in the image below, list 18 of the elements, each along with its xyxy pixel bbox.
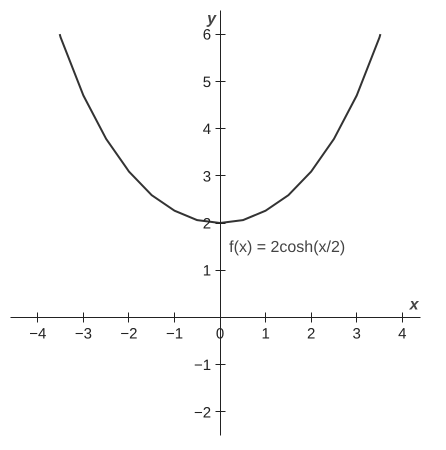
x-tick-label: 2 (306, 325, 316, 342)
x-tick-label: −3 (74, 325, 92, 342)
y-tick-label: 3 (202, 168, 212, 186)
x-tick-label: −4 (29, 325, 46, 342)
y-tick-label: 5 (202, 74, 212, 91)
x-tick-label: 4 (398, 325, 406, 342)
y-axis-title: y (206, 10, 218, 28)
x-axis-title: x (408, 296, 420, 314)
x-tick-label: −2 (120, 325, 138, 342)
x-tick-label: −1 (166, 325, 184, 342)
y-tick-label: −1 (194, 357, 212, 374)
x-tick-label: 1 (261, 325, 270, 342)
y-tick-label: −2 (194, 404, 212, 422)
y-tick-label: 1 (202, 262, 212, 280)
y-tick-label: 6 (202, 26, 212, 44)
x-tick-label: 3 (352, 325, 361, 342)
annotation: f(x) = 2cosh(x/2) (229, 239, 346, 256)
y-tick-label: 4 (202, 121, 212, 138)
